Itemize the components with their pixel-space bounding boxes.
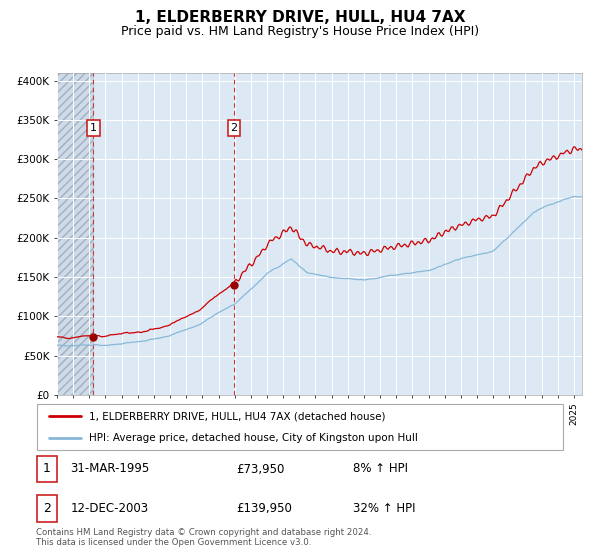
Text: 31-MAR-1995: 31-MAR-1995 — [70, 463, 149, 475]
Text: 32% ↑ HPI: 32% ↑ HPI — [353, 502, 415, 515]
Text: £73,950: £73,950 — [236, 463, 285, 475]
FancyBboxPatch shape — [37, 404, 563, 450]
FancyBboxPatch shape — [37, 495, 57, 521]
Text: £139,950: £139,950 — [236, 502, 293, 515]
Text: 2: 2 — [230, 123, 238, 133]
Text: 1: 1 — [90, 123, 97, 133]
FancyBboxPatch shape — [37, 456, 57, 482]
Text: Contains HM Land Registry data © Crown copyright and database right 2024.
This d: Contains HM Land Registry data © Crown c… — [36, 528, 371, 547]
Text: 2: 2 — [43, 502, 51, 515]
Text: 1, ELDERBERRY DRIVE, HULL, HU4 7AX: 1, ELDERBERRY DRIVE, HULL, HU4 7AX — [135, 10, 465, 25]
Text: 12-DEC-2003: 12-DEC-2003 — [70, 502, 148, 515]
Text: 1: 1 — [43, 463, 51, 475]
Text: 1, ELDERBERRY DRIVE, HULL, HU4 7AX (detached house): 1, ELDERBERRY DRIVE, HULL, HU4 7AX (deta… — [89, 411, 385, 421]
Bar — [57, 73, 94, 395]
Bar — [57, 73, 94, 395]
Text: 8% ↑ HPI: 8% ↑ HPI — [353, 463, 408, 475]
Bar — [57, 73, 94, 395]
Text: HPI: Average price, detached house, City of Kingston upon Hull: HPI: Average price, detached house, City… — [89, 433, 418, 443]
Text: Price paid vs. HM Land Registry's House Price Index (HPI): Price paid vs. HM Land Registry's House … — [121, 25, 479, 38]
